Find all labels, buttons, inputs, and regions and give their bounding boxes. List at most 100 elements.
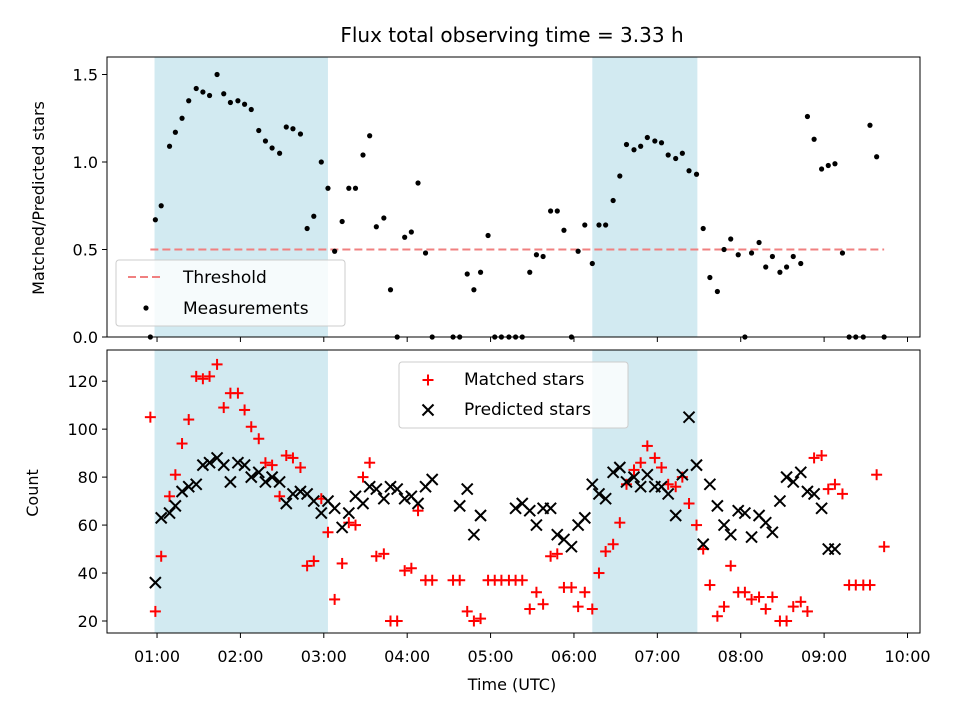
matched-star-point: [683, 497, 695, 509]
measurement-point: [693, 171, 700, 177]
predicted-star-point: [551, 528, 564, 541]
legend-threshold-label: Threshold: [182, 268, 267, 288]
bottom-y-tick-label: 120: [67, 372, 98, 391]
matched-star-point: [144, 411, 156, 423]
measurement-point: [769, 253, 776, 260]
predicted-star-point: [724, 528, 737, 541]
matched-star-point: [781, 615, 793, 627]
matched-star-point: [183, 414, 195, 426]
predicted-star-point: [384, 480, 397, 493]
measurement-point: [839, 250, 846, 256]
measurement-point: [206, 92, 213, 99]
measurement-point: [332, 248, 338, 254]
predicted-star-point: [149, 576, 162, 589]
matched-star-point: [766, 591, 778, 603]
matched-star-point: [801, 605, 813, 617]
predicted-star-point: [794, 466, 807, 479]
matched-star-point: [649, 452, 661, 464]
matched-star-point: [746, 593, 758, 605]
x-tick-label: 06:00: [551, 647, 597, 666]
measurement-point: [790, 253, 796, 260]
matched-star-point: [864, 579, 876, 591]
measurement-point: [658, 140, 665, 146]
measurement-point: [248, 106, 254, 113]
bottom-plot-frame: [106, 349, 921, 634]
matched-star-point: [232, 387, 244, 399]
predicted-star-point: [801, 485, 814, 498]
measurement-point: [603, 222, 609, 228]
predicted-star-point: [627, 470, 641, 484]
predicted-star-point: [586, 478, 599, 491]
predicted-star-point: [224, 475, 237, 489]
predicted-star-point: [745, 530, 758, 544]
x-tick-label: 07:00: [634, 647, 680, 666]
measurement-point: [686, 168, 692, 174]
matched-star-point: [628, 464, 640, 476]
legend-measurement-swatch: [143, 305, 149, 311]
matched-star-point: [641, 440, 653, 452]
measurement-point: [221, 91, 227, 97]
predicted-star-point: [273, 475, 286, 489]
matched-star-point: [259, 457, 271, 469]
measurement-point: [283, 124, 289, 130]
top-y-tick-label: 1.5: [73, 66, 98, 85]
matched-star-point: [322, 526, 334, 538]
matched-star-point: [711, 610, 723, 622]
matched-star-point: [670, 481, 682, 493]
predicted-star-point: [828, 542, 842, 556]
measurement-point: [631, 147, 637, 153]
measurement-point: [269, 145, 275, 151]
matched-star-point: [836, 488, 848, 500]
measurement-point: [241, 101, 248, 107]
predicted-star-point: [682, 410, 696, 424]
predicted-star-point: [363, 480, 376, 493]
predicted-star-point: [196, 458, 210, 472]
matched-star-point: [816, 450, 828, 462]
matched-star-point: [593, 567, 605, 579]
measurement-point: [804, 113, 811, 120]
measurement-point: [352, 185, 359, 191]
matched-star-point: [357, 471, 369, 483]
matched-star-point: [468, 615, 480, 627]
top-plot-frame: [106, 56, 921, 338]
top-y-ticks: 0.0 0.5 1.0 1.5: [73, 66, 107, 347]
measurement-point: [623, 141, 630, 148]
bottom-y-tick-label: 40: [78, 564, 98, 583]
measurement-point: [297, 131, 304, 137]
predicted-star-point: [690, 458, 703, 472]
predicted-star-point: [717, 518, 731, 532]
predicted-star-point: [169, 499, 182, 513]
matched-star-point: [760, 603, 772, 615]
bottom-y-axis-label: Count: [23, 469, 42, 517]
matched-star-point: [572, 601, 584, 613]
measurement-point: [610, 197, 616, 204]
measurement-point: [367, 133, 373, 139]
measurement-point: [575, 248, 581, 254]
matched-star-point: [537, 598, 549, 610]
predicted-star-point: [307, 494, 321, 508]
x-axis-label: Time (UTC): [467, 675, 556, 694]
measurement-point: [290, 126, 296, 132]
predicted-star-point: [599, 492, 612, 505]
predicted-star-point: [217, 458, 230, 472]
top-legend-box: [115, 259, 346, 327]
top-x-ticks: [156, 337, 908, 342]
measurement-point: [422, 250, 429, 256]
matched-star-point: [524, 603, 536, 615]
bottom-panel: Count Time (UTC) 20 40 60 80 100 120 01:00 02:…: [23, 349, 931, 694]
matched-star-point: [301, 560, 313, 572]
matched-star-point: [336, 557, 348, 569]
predicted-star-point: [335, 521, 349, 534]
x-tick-label: 05:00: [468, 647, 514, 666]
measurement-point: [387, 287, 394, 293]
matched-star-point: [829, 478, 841, 490]
predicted-star-point: [286, 487, 300, 501]
matched-star-point: [245, 421, 257, 433]
x-tick-label: 08:00: [718, 647, 764, 666]
measurement-points: [147, 71, 887, 340]
predicted-star-point: [634, 480, 647, 493]
measurement-point: [477, 269, 484, 275]
matched-star-point: [370, 550, 382, 562]
matched-star-point: [176, 438, 188, 450]
